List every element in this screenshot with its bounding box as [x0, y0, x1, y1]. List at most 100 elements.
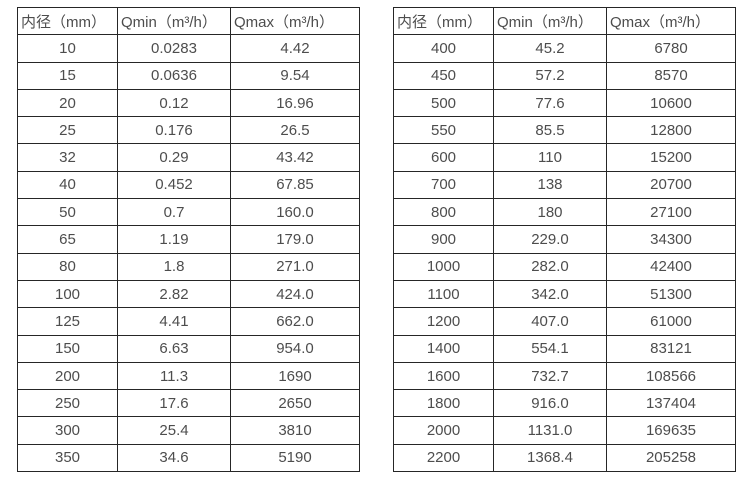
table-cell: 25.4: [117, 416, 231, 445]
table-row: 100 2.82 424.0: [17, 279, 360, 309]
table-cell: 8570: [606, 61, 736, 90]
table-cell: 700: [393, 170, 494, 200]
table-cell: 125: [17, 307, 118, 336]
table-row: 10 0.0283 4.42: [17, 34, 360, 63]
table-cell: 0.0283: [117, 34, 231, 63]
table-cell: 200: [17, 361, 118, 391]
table-cell: 1.8: [117, 252, 231, 281]
table-cell: 1368.4: [493, 443, 607, 473]
table-cell: 15: [17, 61, 118, 90]
table-cell: 45.2: [493, 34, 607, 63]
table-row: 50 0.7 160.0: [17, 198, 360, 227]
table-cell: 27100: [606, 198, 736, 227]
table-cell: 271.0: [230, 252, 360, 281]
table-row: 1800 916.0 137404: [393, 389, 736, 418]
table-cell: 110: [493, 143, 607, 172]
table-cell: 550: [393, 116, 494, 145]
table-cell: 554.1: [493, 334, 607, 363]
table-cell: 0.452: [117, 170, 231, 200]
table-cell: 424.0: [230, 279, 360, 309]
table-cell: 26.5: [230, 116, 360, 145]
table-cell: 2650: [230, 389, 360, 418]
table-cell: 6780: [606, 34, 736, 63]
table-row: 20 0.12 16.96: [17, 88, 360, 118]
table-cell: 20700: [606, 170, 736, 200]
table-cell: 10600: [606, 88, 736, 118]
table-row: 32 0.29 43.42: [17, 143, 360, 172]
table-cell: 1690: [230, 361, 360, 391]
table-cell: 450: [393, 61, 494, 90]
table-cell: 1800: [393, 389, 494, 418]
table-cell: 17.6: [117, 389, 231, 418]
table-cell: 180: [493, 198, 607, 227]
table-cell: 25: [17, 116, 118, 145]
table-row: 900 229.0 34300: [393, 225, 736, 254]
table-cell: 2.82: [117, 279, 231, 309]
flow-spec-table-small-diameters: 内径（mm） Qmin（m³/h） Qmax（m³/h） 10 0.0283 4.42 15…: [17, 6, 360, 473]
table-row: 400 45.2 6780: [393, 34, 736, 63]
table-row: 500 77.6 10600: [393, 88, 736, 118]
table-cell: 9.54: [230, 61, 360, 90]
table-cell: 160.0: [230, 198, 360, 227]
table-cell: 1400: [393, 334, 494, 363]
table-row: 25 0.176 26.5: [17, 116, 360, 145]
table-cell: 15200: [606, 143, 736, 172]
table-row: 40 0.452 67.85: [17, 170, 360, 200]
column-header: Qmax（m³/h）: [606, 6, 736, 36]
table-cell: 42400: [606, 252, 736, 281]
table-cell: 61000: [606, 307, 736, 336]
table-cell: 83121: [606, 334, 736, 363]
table-cell: 205258: [606, 443, 736, 473]
table-cell: 179.0: [230, 225, 360, 254]
table-cell: 77.6: [493, 88, 607, 118]
table-cell: 229.0: [493, 225, 607, 254]
header-row: 内径（mm） Qmin（m³/h） Qmax（m³/h）: [17, 6, 360, 36]
table-cell: 250: [17, 389, 118, 418]
table-cell: 108566: [606, 361, 736, 391]
table-row: 2000 1131.0 169635: [393, 416, 736, 445]
table-cell: 5190: [230, 443, 360, 473]
table-row: 2200 1368.4 205258: [393, 443, 736, 473]
table-row: 200 11.3 1690: [17, 361, 360, 391]
table-row: 150 6.63 954.0: [17, 334, 360, 363]
table-cell: 12800: [606, 116, 736, 145]
table-cell: 300: [17, 416, 118, 445]
tables-container: 内径（mm） Qmin（m³/h） Qmax（m³/h） 10 0.0283 4.42 15…: [17, 6, 736, 473]
table-cell: 34.6: [117, 443, 231, 473]
table-row: 300 25.4 3810: [17, 416, 360, 445]
table-cell: 1200: [393, 307, 494, 336]
table-cell: 20: [17, 88, 118, 118]
table-cell: 342.0: [493, 279, 607, 309]
table-row: 800 180 27100: [393, 198, 736, 227]
column-header: Qmin（m³/h）: [493, 6, 607, 36]
table-cell: 67.85: [230, 170, 360, 200]
table-cell: 138: [493, 170, 607, 200]
column-header: Qmin（m³/h）: [117, 6, 231, 36]
table-cell: 3810: [230, 416, 360, 445]
table-cell: 1600: [393, 361, 494, 391]
table-cell: 1000: [393, 252, 494, 281]
table-cell: 10: [17, 34, 118, 63]
table-row: 15 0.0636 9.54: [17, 61, 360, 90]
column-header: 内径（mm）: [17, 6, 118, 36]
table-cell: 0.7: [117, 198, 231, 227]
table-row: 80 1.8 271.0: [17, 252, 360, 281]
table-cell: 57.2: [493, 61, 607, 90]
table-cell: 50: [17, 198, 118, 227]
column-header: Qmax（m³/h）: [230, 6, 360, 36]
table-cell: 1.19: [117, 225, 231, 254]
table-cell: 0.12: [117, 88, 231, 118]
table-cell: 732.7: [493, 361, 607, 391]
column-header: 内径（mm）: [393, 6, 494, 36]
table-cell: 4.41: [117, 307, 231, 336]
table-cell: 1131.0: [493, 416, 607, 445]
table-row: 250 17.6 2650: [17, 389, 360, 418]
table-cell: 169635: [606, 416, 736, 445]
table-row: 1400 554.1 83121: [393, 334, 736, 363]
table-row: 65 1.19 179.0: [17, 225, 360, 254]
table-cell: 51300: [606, 279, 736, 309]
table-cell: 16.96: [230, 88, 360, 118]
table-cell: 150: [17, 334, 118, 363]
table-cell: 662.0: [230, 307, 360, 336]
table-row: 125 4.41 662.0: [17, 307, 360, 336]
